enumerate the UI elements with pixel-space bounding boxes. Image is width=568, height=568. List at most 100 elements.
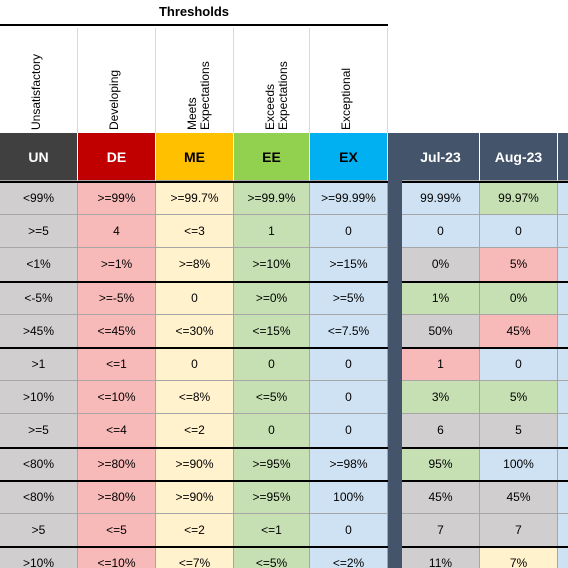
column-line <box>77 28 78 133</box>
threshold-cell: <=10% <box>78 547 156 568</box>
month-cell <box>558 447 568 481</box>
group-border <box>0 280 388 283</box>
month-cell: 5 <box>480 414 558 448</box>
month-cell: 45% <box>402 480 480 514</box>
level-code: EX <box>310 133 388 181</box>
threshold-cell: 0 <box>234 414 310 448</box>
threshold-cell: <99% <box>0 182 78 216</box>
threshold-cell: >=99.99% <box>310 182 388 216</box>
threshold-cell: <=15% <box>234 314 310 348</box>
month-cell: 45% <box>480 480 558 514</box>
month-cell <box>558 248 568 282</box>
group-border <box>0 446 388 449</box>
month-cell: 0 <box>402 215 480 249</box>
level-label: Exceptional <box>339 67 353 130</box>
level-label: Meets Expectations <box>185 61 212 130</box>
group-border <box>402 181 568 183</box>
month-cell: 1 <box>402 348 480 382</box>
month-cell: 3% <box>402 381 480 415</box>
threshold-cell: <80% <box>0 447 78 481</box>
threshold-cell: >=99.7% <box>156 182 234 216</box>
title-underline <box>0 24 388 26</box>
threshold-cell: <80% <box>0 480 78 514</box>
level-label: Unsatisfactory <box>29 53 43 130</box>
group-border <box>402 479 568 482</box>
threshold-cell: <=1 <box>78 348 156 382</box>
threshold-cell: 0 <box>234 348 310 382</box>
month-cell <box>558 314 568 348</box>
threshold-cell: >=98% <box>310 447 388 481</box>
group-border <box>402 280 568 283</box>
threshold-cell: <=2 <box>156 514 234 548</box>
threshold-cell: >=80% <box>78 480 156 514</box>
threshold-cell: 1 <box>234 215 310 249</box>
group-border <box>402 347 568 349</box>
column-line <box>233 28 234 133</box>
threshold-cell: <-5% <box>0 281 78 315</box>
month-header <box>558 133 568 181</box>
threshold-cell: >=5 <box>0 215 78 249</box>
threshold-cell: <=3 <box>156 215 234 249</box>
month-cell: 99.99% <box>402 182 480 216</box>
month-cell: 100% <box>480 447 558 481</box>
month-cell <box>558 348 568 382</box>
threshold-cell: >=95% <box>234 480 310 514</box>
threshold-cell: >=8% <box>156 248 234 282</box>
threshold-cell: >=5 <box>0 414 78 448</box>
threshold-cell: >=5% <box>310 281 388 315</box>
threshold-cell: >=1% <box>78 248 156 282</box>
threshold-cell: >=90% <box>156 447 234 481</box>
threshold-cell: 0 <box>310 514 388 548</box>
threshold-cell: <=45% <box>78 314 156 348</box>
threshold-cell: 0 <box>156 281 234 315</box>
threshold-cell: <=5% <box>234 381 310 415</box>
threshold-cell: >=0% <box>234 281 310 315</box>
level-label: Exceeds Expectations <box>263 61 290 130</box>
month-cell: 99.97% <box>480 182 558 216</box>
column-line <box>387 28 388 133</box>
month-cell <box>558 480 568 514</box>
month-cell: 0 <box>480 348 558 382</box>
month-cell: 50% <box>402 314 480 348</box>
month-cell <box>558 514 568 548</box>
threshold-cell: <=30% <box>156 314 234 348</box>
month-cell: 95% <box>402 447 480 481</box>
column-line <box>155 28 156 133</box>
month-cell <box>558 281 568 315</box>
threshold-cell: >10% <box>0 381 78 415</box>
month-cell: 1% <box>402 281 480 315</box>
title: Thresholds <box>158 4 230 19</box>
month-cell: 45% <box>480 314 558 348</box>
column-line <box>309 28 310 133</box>
threshold-cell: >=15% <box>310 248 388 282</box>
threshold-cell: >=99.9% <box>234 182 310 216</box>
threshold-cell: >=-5% <box>78 281 156 315</box>
threshold-cell: >=90% <box>156 480 234 514</box>
month-cell <box>558 182 568 216</box>
month-cell: 0% <box>480 281 558 315</box>
group-border <box>402 446 568 449</box>
threshold-cell: <=4 <box>78 414 156 448</box>
threshold-cell: 0 <box>310 215 388 249</box>
month-header: Jul-23 <box>402 133 480 181</box>
threshold-cell: 4 <box>78 215 156 249</box>
group-border <box>0 546 388 549</box>
month-cell: 7% <box>480 547 558 568</box>
month-cell: 5% <box>480 248 558 282</box>
level-code: EE <box>234 133 310 181</box>
threshold-cell: <=2% <box>310 547 388 568</box>
month-cell <box>558 547 568 568</box>
threshold-cell: <1% <box>0 248 78 282</box>
threshold-cell: >45% <box>0 314 78 348</box>
group-border <box>0 347 388 349</box>
threshold-cell: >=10% <box>234 248 310 282</box>
level-code: DE <box>78 133 156 181</box>
month-cell: 0 <box>480 215 558 249</box>
month-cell: 6 <box>402 414 480 448</box>
threshold-cell: >=95% <box>234 447 310 481</box>
level-code: ME <box>156 133 234 181</box>
level-label: Developing <box>107 69 121 130</box>
threshold-cell: >=80% <box>78 447 156 481</box>
month-cell <box>558 215 568 249</box>
